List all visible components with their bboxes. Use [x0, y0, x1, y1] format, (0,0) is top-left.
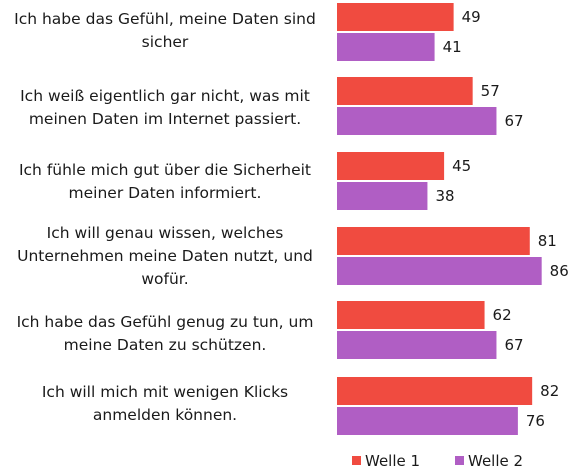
category-label-3-line-1: Ich fühle mich gut über die Sicherheit [18, 161, 312, 179]
legend-item-welle-1: Welle 1 [352, 453, 420, 470]
value-label-welle-1-cat-2: 57 [481, 82, 500, 100]
value-label-welle-2-cat-3: 38 [435, 187, 454, 205]
category-label-3: Ich fühle mich gut über die Sicherheit m… [0, 159, 330, 205]
bar-welle-1-cat-6 [337, 377, 533, 405]
bar-welle-1-cat-4 [337, 227, 530, 255]
legend-swatch-welle-2 [455, 456, 464, 465]
bar-welle-1-cat-5 [337, 301, 485, 329]
legend-swatch-welle-1 [352, 456, 361, 465]
bar-welle-1-cat-2 [337, 77, 473, 105]
bar-welle-1-cat-3 [337, 152, 445, 180]
value-label-welle-2-cat-4: 86 [550, 262, 569, 280]
category-label-2: Ich weiß eigentlich gar nicht, was mit m… [0, 85, 330, 131]
category-label-4-line-1: Ich will genau wissen, welches [46, 224, 284, 242]
value-label-welle-2-cat-5: 67 [504, 336, 523, 354]
category-label-5-line-2: meine Daten zu schützen. [63, 336, 267, 354]
value-label-welle-2-cat-1: 41 [443, 38, 462, 56]
category-label-1-line-1: Ich habe das Gefühl, meine Daten sind [14, 10, 316, 28]
value-label-welle-2-cat-6: 76 [526, 412, 545, 430]
category-label-4: Ich will genau wissen, welches Unternehm… [0, 222, 330, 291]
category-label-4-line-2: Unternehmen meine Daten nutzt, und [17, 247, 313, 265]
value-label-welle-2-cat-2: 67 [504, 112, 523, 130]
bar-welle-1-cat-1 [337, 3, 454, 31]
legend-label-welle-1: Welle 1 [365, 452, 421, 470]
bar-welle-2-cat-1 [337, 33, 435, 61]
value-label-welle-1-cat-4: 81 [538, 232, 557, 250]
value-label-welle-1-cat-3: 45 [452, 157, 471, 175]
category-label-2-line-2: meinen Daten im Internet passiert. [28, 110, 302, 128]
legend-item-welle-2: Welle 2 [455, 453, 523, 470]
value-label-welle-1-cat-5: 62 [493, 306, 512, 324]
bar-welle-2-cat-5 [337, 331, 497, 359]
category-label-1: Ich habe das Gefühl, meine Daten sind si… [0, 8, 330, 54]
category-label-5-line-1: Ich habe das Gefühl genug zu tun, um [16, 313, 314, 331]
legend-label-welle-2: Welle 2 [468, 452, 524, 470]
category-label-6-line-1: Ich will mich mit wenigen Klicks [41, 383, 289, 401]
value-label-welle-1-cat-6: 82 [540, 382, 559, 400]
category-label-2-line-1: Ich weiß eigentlich gar nicht, was mit [20, 87, 310, 105]
bar-welle-2-cat-2 [337, 107, 497, 135]
category-label-6-line-2: anmelden können. [92, 406, 238, 424]
bar-welle-2-cat-6 [337, 407, 518, 435]
category-label-5: Ich habe das Gefühl genug zu tun, um mei… [0, 311, 330, 357]
bar-welle-2-cat-3 [337, 182, 428, 210]
value-label-welle-1-cat-1: 49 [462, 8, 481, 26]
category-label-1-line-2: sicher [141, 33, 189, 51]
category-label-3-line-2: meiner Daten informiert. [68, 184, 262, 202]
category-label-6: Ich will mich mit wenigen Klicks anmelde… [0, 381, 330, 427]
category-label-4-line-3: wofür. [141, 270, 189, 288]
bar-welle-2-cat-4 [337, 257, 542, 285]
